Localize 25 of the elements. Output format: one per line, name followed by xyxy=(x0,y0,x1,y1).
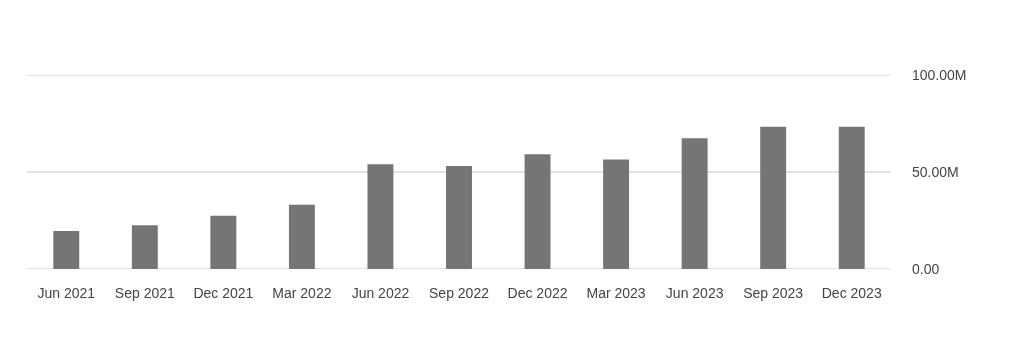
y-tick-label: 100.00M xyxy=(912,66,967,83)
bar xyxy=(681,138,708,269)
x-tick-label: Sep 2023 xyxy=(743,285,804,301)
bar xyxy=(131,225,158,269)
bar xyxy=(760,126,787,269)
y-tick-label: 50.00M xyxy=(912,163,959,180)
x-tick-label: Jun 2021 xyxy=(37,285,96,301)
x-tick-label: Sep 2021 xyxy=(114,285,175,301)
x-tick-label: Mar 2022 xyxy=(272,285,332,301)
bar xyxy=(603,159,630,269)
x-tick-label: Sep 2022 xyxy=(429,285,490,301)
bar xyxy=(367,164,394,269)
x-tick-label: Dec 2021 xyxy=(193,285,254,301)
bar xyxy=(288,204,315,269)
x-tick-label: Dec 2023 xyxy=(821,285,882,301)
bar xyxy=(210,215,237,269)
bar xyxy=(53,230,80,269)
x-tick-label: Mar 2023 xyxy=(586,285,646,301)
y-tick-label: 0.00 xyxy=(912,260,940,277)
x-tick-label: Dec 2022 xyxy=(507,285,568,301)
bar xyxy=(838,126,865,269)
bar xyxy=(446,165,472,269)
x-tick-label: Jun 2022 xyxy=(351,285,410,301)
x-tick-label: Jun 2023 xyxy=(665,285,724,301)
bar xyxy=(524,154,551,269)
